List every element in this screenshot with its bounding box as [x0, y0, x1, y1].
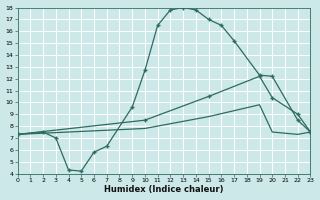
X-axis label: Humidex (Indice chaleur): Humidex (Indice chaleur) — [104, 185, 224, 194]
